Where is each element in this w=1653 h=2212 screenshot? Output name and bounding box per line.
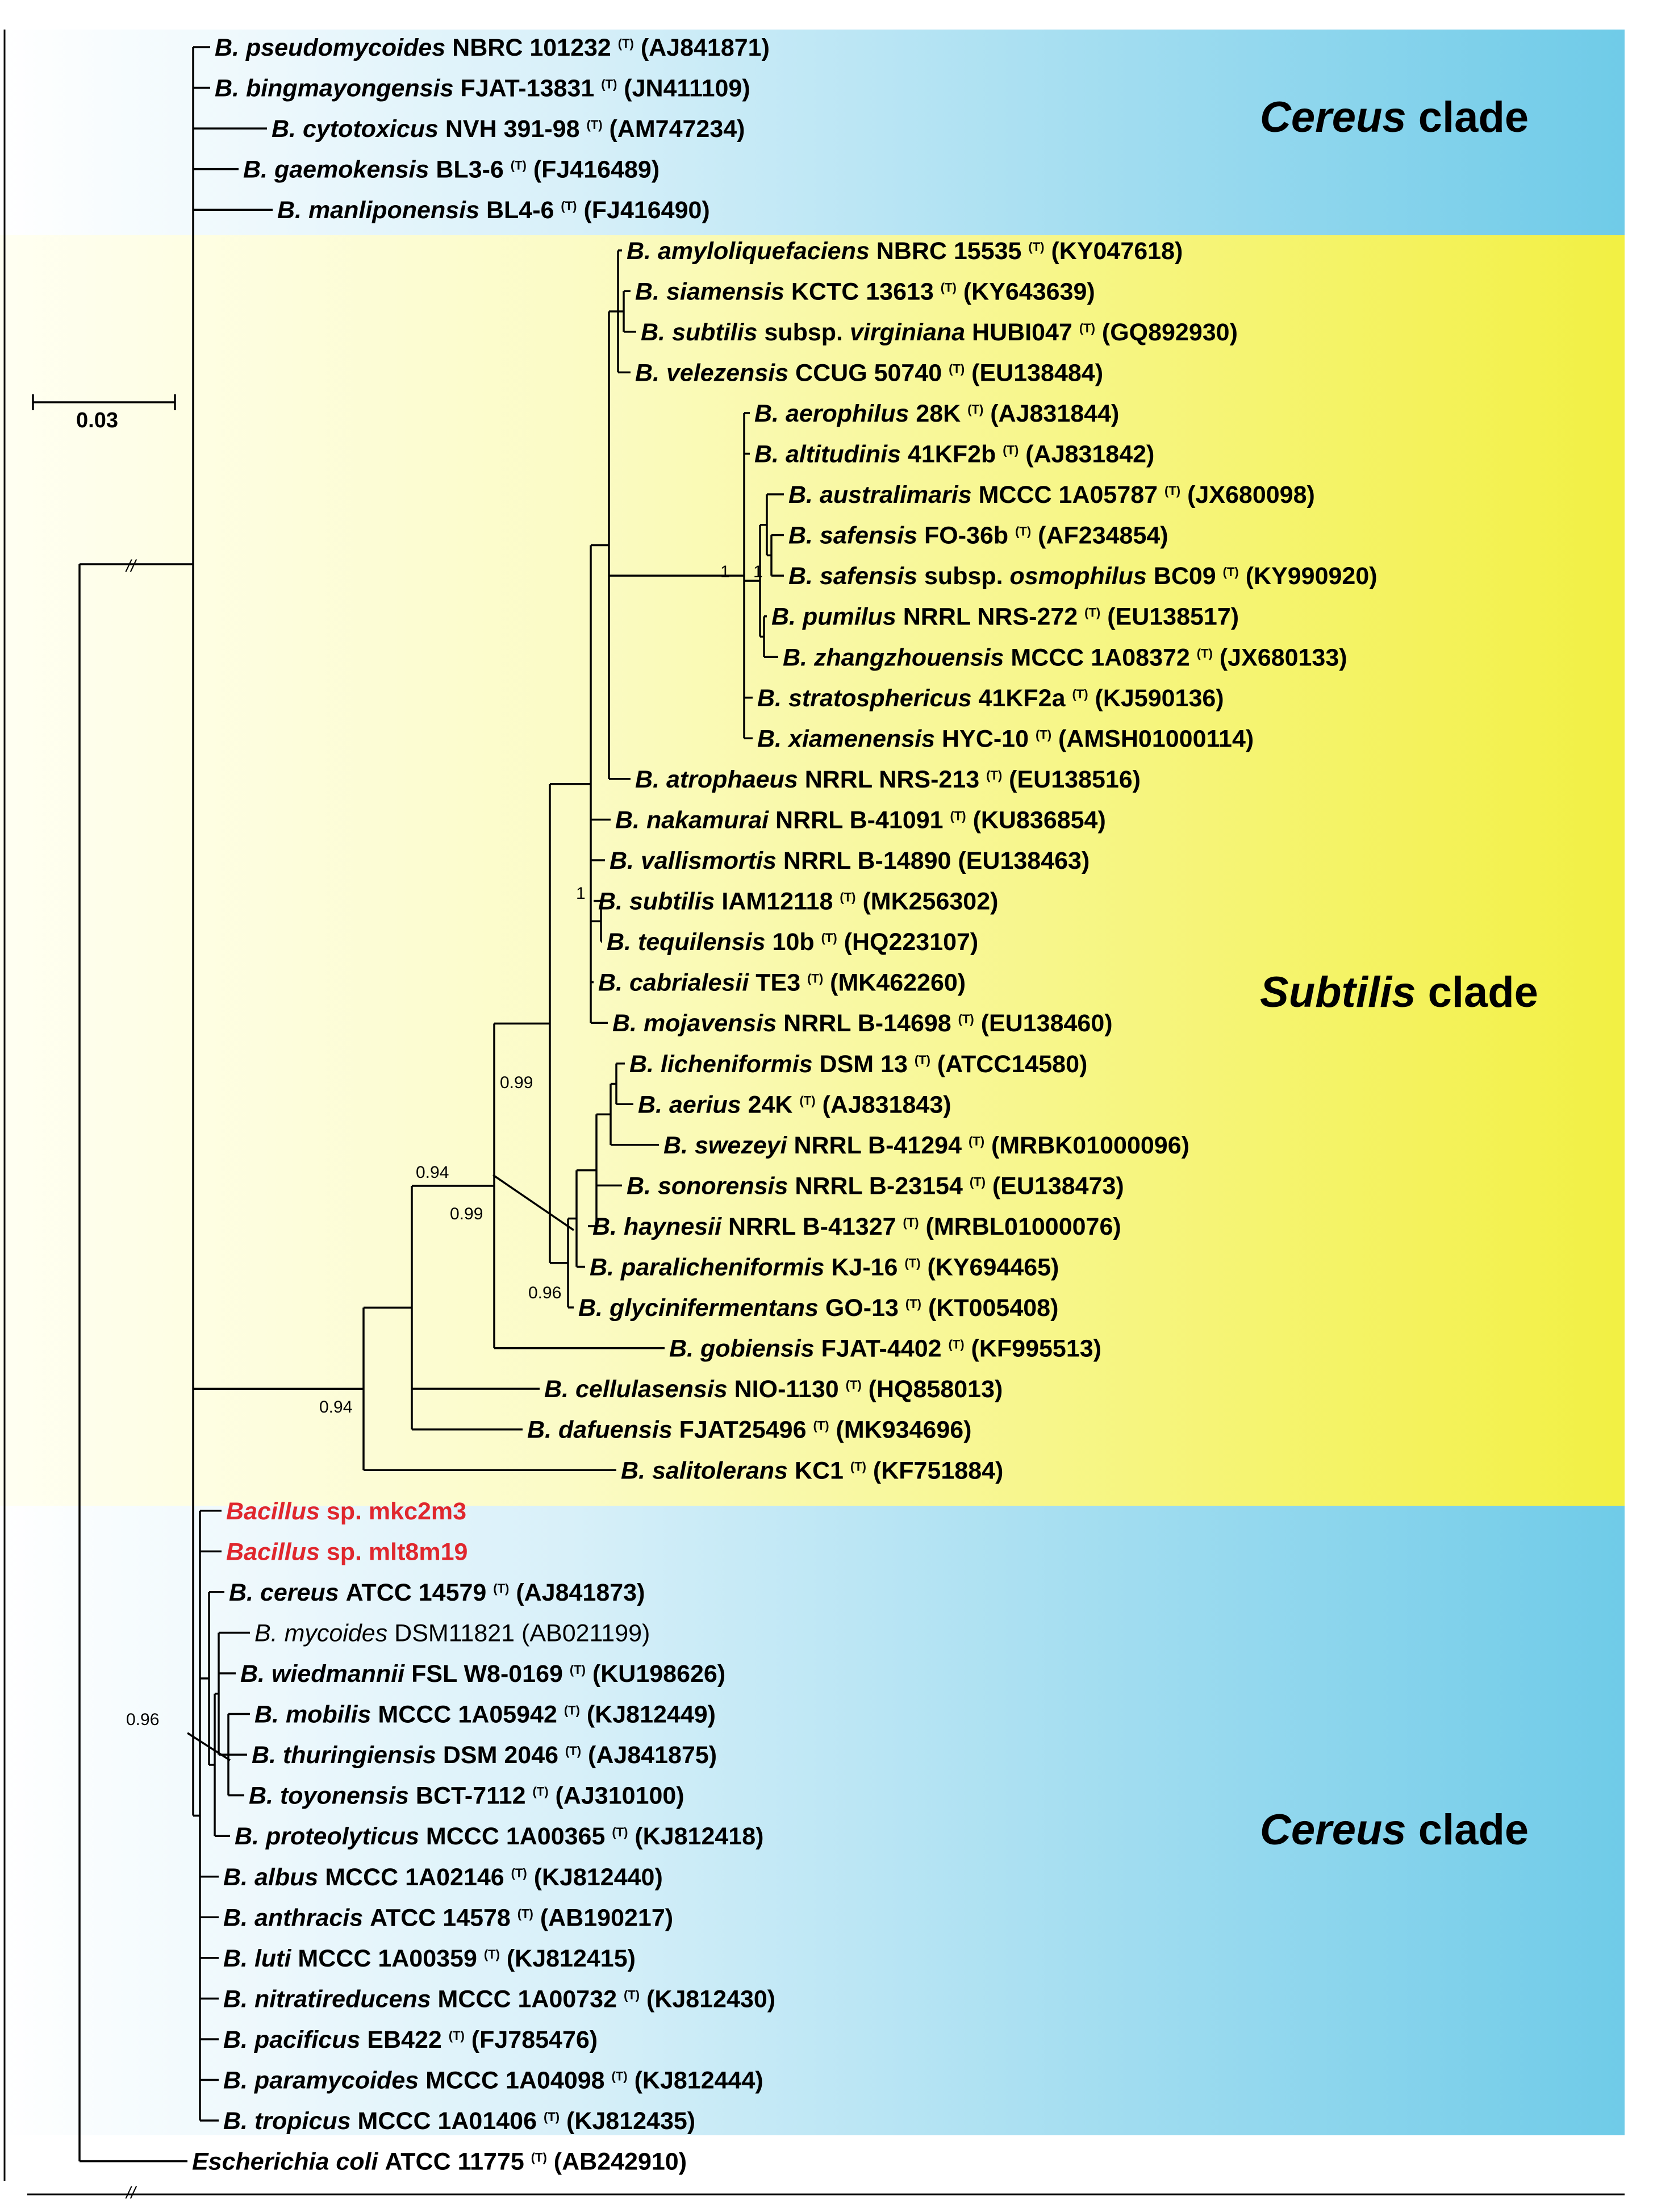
taxon-label: B. proteolyticus MCCC 1A00365 (T) (KJ812… <box>235 1823 763 1850</box>
taxon-label: B. velezensis CCUG 50740 (T) (EU138484) <box>635 359 1103 386</box>
taxon-label: B. nitratireducens MCCC 1A00732 (T) (KJ8… <box>223 1985 775 2013</box>
taxon-label: B. salitolerans KC1 (T) (KF751884) <box>621 1457 1003 1484</box>
taxon-label: B. swezeyi NRRL B-41294 (T) (MRBK0100009… <box>663 1132 1189 1159</box>
taxon-label: B. albus MCCC 1A02146 (T) (KJ812440) <box>223 1864 663 1891</box>
taxon-label: B. vallismortis NRRL B-14890 (EU138463) <box>610 847 1090 874</box>
taxon-label: B. wiedmannii FSL W8-0169 (T) (KU198626) <box>240 1660 725 1688</box>
taxon-label: B. licheniformis DSM 13 (T) (ATCC14580) <box>629 1051 1087 1078</box>
taxon-label: B. cereus ATCC 14579 (T) (AJ841873) <box>229 1579 645 1606</box>
taxon-label: B. haynesii NRRL B-41327 (T) (MRBL010000… <box>592 1213 1121 1240</box>
taxon-label: B. xiamenensis HYC-10 (T) (AMSH01000114) <box>757 725 1254 752</box>
taxon-label: B. anthracis ATCC 14578 (T) (AB190217) <box>223 1904 673 1931</box>
taxon-label: B. cytotoxicus NVH 391-98 (T) (AM747234) <box>272 115 745 143</box>
taxon-label: B. subtilis IAM12118 (T) (MK256302) <box>598 888 998 915</box>
taxon-label: B. altitudinis 41KF2b (T) (AJ831842) <box>754 441 1154 468</box>
cereus-clade-top-label: Cereus clade <box>1260 93 1529 141</box>
taxon-label: B. siamensis KCTC 13613 (T) (KY643639) <box>635 278 1095 305</box>
taxon-label: B. atrophaeus NRRL NRS-213 (T) (EU138516… <box>635 766 1141 793</box>
taxon-label: B. safensis subsp. osmophilus BC09 (T) (… <box>788 563 1378 590</box>
taxon-label: B. australimaris MCCC 1A05787 (T) (JX680… <box>788 481 1315 509</box>
taxon-label: B. gaemokensis BL3-6 (T) (FJ416489) <box>243 156 659 184</box>
taxon-label: B. nakamurai NRRL B-41091 (T) (KU836854) <box>615 806 1106 834</box>
branch-break-mark: // <box>125 2184 137 2202</box>
taxon-label: B. zhangzhouensis MCCC 1A08372 (T) (JX68… <box>783 644 1347 671</box>
taxon-label: B. mobilis MCCC 1A05942 (T) (KJ812449) <box>254 1701 716 1728</box>
taxon-label: Bacillus sp. mkc2m3 <box>226 1498 466 1525</box>
taxon-label: B. mycoides DSM11821 (AB021199) <box>254 1619 650 1647</box>
taxon-label: B. aerius 24K (T) (AJ831843) <box>638 1091 951 1118</box>
support-value: 0.94 <box>416 1163 449 1182</box>
taxon-label: Escherichia coli ATCC 11775 (T) (AB24291… <box>192 2148 687 2176</box>
taxon-label: B. safensis FO-36b (T) (AF234854) <box>788 522 1168 549</box>
scale-bar: 0.03 <box>32 394 176 432</box>
subtilis-clade-background <box>0 235 1625 1506</box>
support-value: 0.94 <box>319 1398 352 1417</box>
subtilis-clade-label: Subtilis clade <box>1260 968 1538 1017</box>
support-value: 0.96 <box>126 1710 159 1729</box>
taxon-label: Bacillus sp. mlt8m19 <box>226 1538 467 1565</box>
taxon-label: B. paralicheniformis KJ-16 (T) (KY694465… <box>590 1254 1059 1281</box>
taxon-label: B. paramycoides MCCC 1A04098 (T) (KJ8124… <box>223 2067 763 2094</box>
taxon-label: B. thuringiensis DSM 2046 (T) (AJ841875) <box>252 1742 717 1769</box>
cereus-clade-top-background <box>0 30 1625 235</box>
taxon-label: B. stratosphericus 41KF2a (T) (KJ590136) <box>757 685 1224 712</box>
support-value: 0.96 <box>528 1284 561 1302</box>
taxon-label: B. tropicus MCCC 1A01406 (T) (KJ812435) <box>223 2107 695 2135</box>
taxon-label: B. manliponensis BL4-6 (T) (FJ416490) <box>277 197 710 224</box>
cereus-clade-bottom-background <box>0 1506 1625 2135</box>
taxon-label: B. bingmayongensis FJAT-13831 (T) (JN411… <box>215 75 750 102</box>
taxon-label: B. mojavensis NRRL B-14698 (T) (EU138460… <box>612 1010 1113 1037</box>
scale-bar-label: 0.03 <box>76 409 118 432</box>
taxon-label: B. toyonensis BCT-7112 (T) (AJ310100) <box>249 1782 684 1810</box>
taxon-label: B. pseudomycoides NBRC 101232 (T) (AJ841… <box>215 34 770 61</box>
branch-break-mark: // <box>125 557 137 576</box>
taxon-label: B. cellulasensis NIO-1130 (T) (HQ858013) <box>544 1376 1003 1403</box>
taxon-labels: B. pseudomycoides NBRC 101232 (T) (AJ841… <box>192 34 1378 2176</box>
taxon-label: B. glycinifermentans GO-13 (T) (KT005408… <box>578 1294 1058 1322</box>
taxon-label: B. luti MCCC 1A00359 (T) (KJ812415) <box>223 1945 636 1972</box>
support-value: 1 <box>753 563 763 581</box>
tree-branches <box>78 46 784 2163</box>
cereus-clade-bottom-label: Cereus clade <box>1260 1806 1529 1854</box>
support-value: 1 <box>720 563 730 581</box>
taxon-label: B. aerophilus 28K (T) (AJ831844) <box>754 400 1119 427</box>
taxon-label: B. subtilis subsp. virginiana HUBI047 (T… <box>641 319 1238 346</box>
support-value: 1 <box>576 884 586 903</box>
taxon-label: B. tequilensis 10b (T) (HQ223107) <box>607 928 978 956</box>
taxon-label: B. sonorensis NRRL B-23154 (T) (EU138473… <box>627 1172 1124 1199</box>
taxon-label: B. pumilus NRRL NRS-272 (T) (EU138517) <box>771 603 1239 631</box>
taxon-label: B. pacificus EB422 (T) (FJ785476) <box>223 2026 598 2053</box>
support-value: 0.99 <box>450 1205 483 1223</box>
taxon-label: B. gobiensis FJAT-4402 (T) (KF995513) <box>669 1335 1101 1363</box>
taxon-label: B. amyloliquefaciens NBRC 15535 (T) (KY0… <box>627 238 1183 265</box>
support-value: 0.99 <box>500 1073 533 1092</box>
taxon-label: B. cabrialesii TE3 (T) (MK462260) <box>598 969 966 997</box>
tree-branch <box>492 1174 574 1231</box>
taxon-label: B. dafuensis FJAT25496 (T) (MK934696) <box>527 1417 972 1444</box>
